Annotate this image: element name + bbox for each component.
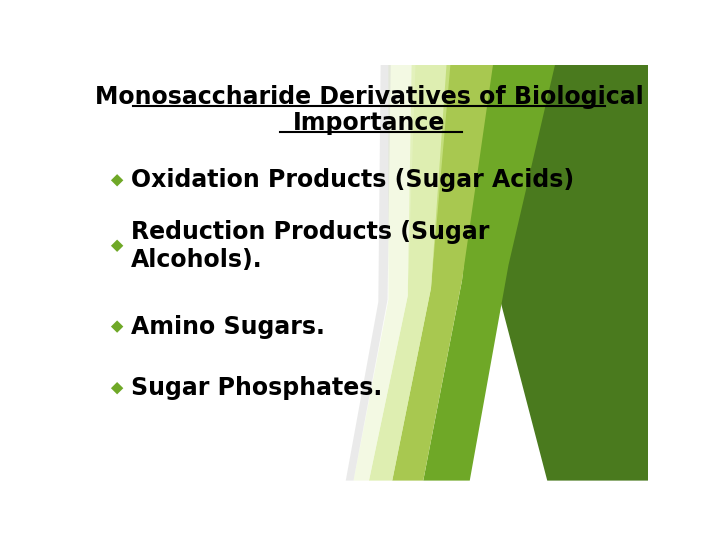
Polygon shape xyxy=(111,174,123,186)
Text: Sugar Phosphates.: Sugar Phosphates. xyxy=(131,376,382,400)
Polygon shape xyxy=(369,65,451,481)
Polygon shape xyxy=(423,65,555,481)
Polygon shape xyxy=(354,65,415,481)
Text: Oxidation Products (Sugar Acids): Oxidation Products (Sugar Acids) xyxy=(131,168,575,192)
Polygon shape xyxy=(111,240,123,252)
Text: Importance: Importance xyxy=(293,111,445,134)
Polygon shape xyxy=(111,382,123,394)
Text: Reduction Products (Sugar: Reduction Products (Sugar xyxy=(131,220,490,244)
Polygon shape xyxy=(392,65,493,481)
Polygon shape xyxy=(111,320,123,333)
Text: Monosaccharide Derivatives of Biological: Monosaccharide Derivatives of Biological xyxy=(94,85,644,109)
Polygon shape xyxy=(346,65,391,481)
Text: Amino Sugars.: Amino Sugars. xyxy=(131,315,325,339)
Text: Alcohols).: Alcohols). xyxy=(131,248,263,272)
Polygon shape xyxy=(493,65,648,481)
